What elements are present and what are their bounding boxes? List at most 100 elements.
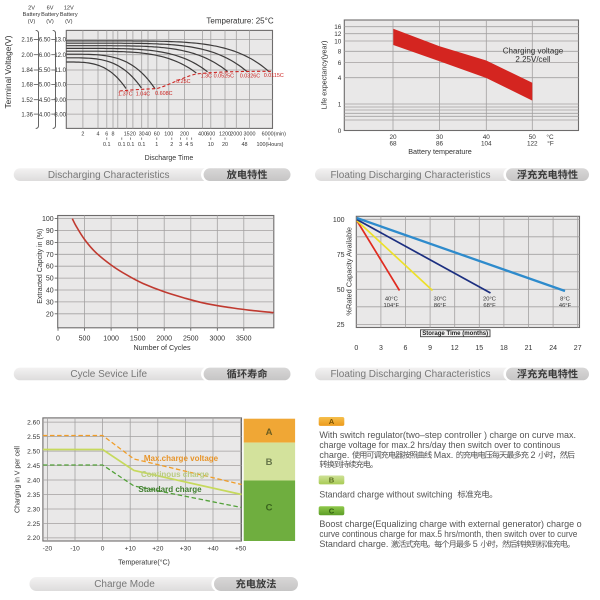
svg-text:8: 8 [338, 49, 342, 56]
svg-text:122: 122 [527, 141, 538, 148]
svg-text:48: 48 [242, 142, 248, 148]
svg-text:2.25V/cell: 2.25V/cell [515, 55, 550, 64]
svg-text:10.0: 10.0 [54, 83, 66, 89]
svg-text:6.00: 6.00 [39, 53, 51, 59]
svg-text:10: 10 [334, 38, 342, 45]
svg-text:40: 40 [145, 131, 151, 137]
svg-text:2.25: 2.25 [27, 521, 40, 528]
svg-text:0.25C: 0.25C [176, 79, 190, 85]
svg-text:9.00: 9.00 [54, 98, 66, 104]
svg-text:8: 8 [112, 131, 115, 137]
svg-text:3500: 3500 [236, 335, 252, 342]
svg-text:5.50: 5.50 [39, 68, 51, 74]
svg-text:2.16: 2.16 [21, 38, 33, 44]
svg-text:6.50: 6.50 [39, 38, 51, 44]
svg-text:4: 4 [97, 131, 100, 137]
svg-text:6: 6 [404, 345, 408, 352]
svg-text:Life expectancy(year): Life expectancy(year) [320, 41, 329, 110]
svg-text:16: 16 [334, 24, 342, 31]
svg-text:40: 40 [483, 134, 491, 141]
svg-text:+30: +30 [180, 545, 192, 552]
svg-text:Temperature: 25°C: Temperature: 25°C [206, 17, 273, 26]
svg-text:90: 90 [46, 228, 54, 235]
svg-text:2.20: 2.20 [27, 535, 40, 542]
svg-text:Battery: Battery [23, 12, 41, 18]
svg-text:8.00: 8.00 [54, 112, 66, 118]
svg-text:60: 60 [46, 264, 54, 271]
svg-text:1.68: 1.68 [21, 83, 33, 89]
svg-text:100: 100 [42, 216, 54, 223]
svg-text:30°C: 30°C [434, 296, 447, 302]
svg-text:Storage Time (months): Storage Time (months) [422, 330, 488, 337]
svg-text:2: 2 [531, 450, 536, 460]
svg-text:0.1: 0.1 [127, 142, 135, 148]
svg-text:9: 9 [428, 345, 432, 352]
svg-text:Standard charge: Standard charge [138, 485, 202, 494]
svg-text:1.52: 1.52 [21, 98, 33, 104]
svg-text:+50: +50 [235, 545, 247, 552]
svg-text:20: 20 [389, 134, 397, 141]
svg-text:charge.: charge. [319, 450, 349, 460]
svg-text:5: 5 [190, 142, 193, 148]
svg-text:400: 400 [198, 131, 207, 137]
svg-text:104: 104 [481, 141, 492, 148]
svg-text:1000: 1000 [103, 335, 119, 342]
svg-text:500: 500 [79, 335, 91, 342]
svg-text:°F: °F [547, 140, 554, 148]
svg-text:1: 1 [155, 142, 158, 148]
svg-text:0.0326C: 0.0326C [240, 73, 260, 79]
svg-text:2.55: 2.55 [27, 434, 40, 441]
svg-text:5: 5 [473, 539, 478, 549]
svg-text:Continous charge: Continous charge [141, 470, 210, 479]
svg-text:Terminal Voltage(V): Terminal Voltage(V) [3, 35, 13, 108]
svg-text:curve continous charge for max: curve continous charge for max.5 hrs/mon… [319, 529, 577, 539]
svg-text:21: 21 [525, 345, 533, 352]
svg-text:600: 600 [206, 131, 215, 137]
svg-text:0.1: 0.1 [118, 142, 126, 148]
svg-text:1.36: 1.36 [21, 112, 33, 118]
svg-text:104°F: 104°F [384, 303, 400, 309]
svg-text:1500: 1500 [130, 335, 146, 342]
svg-text:-20: -20 [43, 545, 53, 552]
svg-text:50: 50 [529, 134, 537, 141]
svg-text:6: 6 [338, 60, 342, 67]
svg-text:C: C [329, 506, 335, 515]
svg-text:30: 30 [46, 299, 54, 306]
svg-text:8°C: 8°C [560, 296, 570, 302]
svg-text:Standard charge without switch: Standard charge without switching [319, 489, 452, 499]
svg-text:Charge Mode: Charge Mode [94, 579, 155, 590]
svg-text:0.1: 0.1 [138, 142, 146, 148]
svg-text:Max.: Max. [434, 450, 454, 460]
svg-text:°C: °C [546, 133, 554, 141]
svg-text:27: 27 [574, 345, 582, 352]
svg-text:20: 20 [130, 131, 136, 137]
svg-text:1.04C: 1.04C [136, 92, 150, 98]
svg-text:12.0: 12.0 [54, 53, 66, 59]
svg-text:2000: 2000 [230, 131, 242, 137]
svg-text:24: 24 [549, 345, 557, 352]
svg-text:2.30: 2.30 [27, 506, 40, 513]
svg-text:2.00: 2.00 [21, 53, 33, 59]
svg-text:Discharge Time: Discharge Time [145, 155, 194, 162]
svg-text:1.37C: 1.37C [118, 92, 132, 98]
svg-text:Floating Discharging Character: Floating Discharging Characteristics [330, 170, 490, 181]
svg-text:0: 0 [56, 335, 60, 342]
svg-text:(V): (V) [28, 19, 36, 25]
svg-text:-10: -10 [70, 545, 80, 552]
svg-text:50: 50 [337, 287, 345, 294]
svg-text:18: 18 [500, 345, 508, 352]
svg-text:%Rated Capacity Available: %Rated Capacity Available [344, 227, 353, 316]
svg-text:15: 15 [124, 131, 130, 137]
svg-text:30: 30 [139, 131, 145, 137]
svg-text:100: 100 [333, 217, 345, 224]
svg-text:10: 10 [208, 142, 214, 148]
svg-text:(V): (V) [46, 19, 54, 25]
svg-text:4.50: 4.50 [39, 98, 51, 104]
svg-text:Battery: Battery [41, 12, 59, 18]
svg-text:charge voltage for max.2 hrs/d: charge voltage for max.2 hrs/day then sw… [319, 440, 560, 450]
svg-text:0: 0 [101, 545, 105, 552]
svg-text:A: A [266, 427, 273, 438]
svg-text:3: 3 [379, 345, 383, 352]
svg-text:13.0: 13.0 [54, 38, 66, 44]
svg-text:3000: 3000 [244, 131, 256, 137]
